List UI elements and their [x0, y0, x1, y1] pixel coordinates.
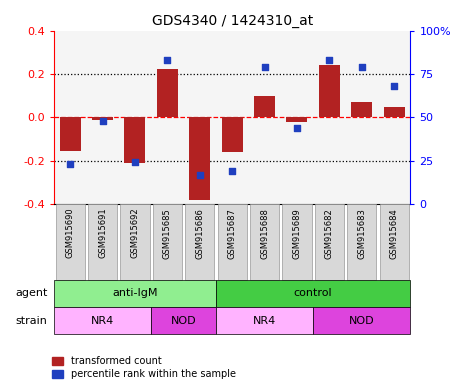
- Point: [325, 57, 333, 63]
- Bar: [157, 69, 178, 118]
- Bar: [151, 307, 216, 334]
- Bar: [54, 307, 151, 334]
- Text: GSM915683: GSM915683: [357, 208, 366, 259]
- Bar: [347, 204, 376, 280]
- Bar: [216, 307, 313, 334]
- Bar: [55, 204, 85, 280]
- Point: [390, 83, 398, 89]
- Bar: [88, 204, 117, 280]
- Bar: [315, 204, 344, 280]
- Text: NR4: NR4: [253, 316, 276, 326]
- Text: GSM915686: GSM915686: [195, 208, 204, 259]
- Bar: [254, 96, 275, 118]
- Text: GSM915688: GSM915688: [260, 208, 269, 259]
- Text: agent: agent: [15, 288, 47, 298]
- Text: strain: strain: [15, 316, 47, 326]
- Point: [164, 57, 171, 63]
- Text: NOD: NOD: [171, 316, 197, 326]
- Text: GSM915682: GSM915682: [325, 208, 334, 258]
- Text: GSM915692: GSM915692: [130, 208, 139, 258]
- Bar: [153, 204, 182, 280]
- Text: NOD: NOD: [349, 316, 375, 326]
- Bar: [313, 307, 410, 334]
- Text: GSM915685: GSM915685: [163, 208, 172, 258]
- Point: [358, 64, 365, 70]
- Bar: [222, 118, 242, 152]
- Bar: [250, 204, 279, 280]
- Point: [131, 159, 139, 166]
- Text: GSM915684: GSM915684: [390, 208, 399, 258]
- Bar: [216, 280, 410, 307]
- Point: [99, 118, 106, 124]
- Bar: [282, 204, 311, 280]
- Point: [293, 125, 301, 131]
- Bar: [121, 204, 150, 280]
- Bar: [185, 204, 214, 280]
- Text: GSM915689: GSM915689: [293, 208, 302, 258]
- Bar: [60, 118, 81, 151]
- Bar: [384, 107, 405, 118]
- Text: GSM915687: GSM915687: [227, 208, 237, 259]
- Bar: [189, 118, 210, 200]
- Bar: [218, 204, 247, 280]
- Text: anti-IgM: anti-IgM: [112, 288, 158, 298]
- Point: [261, 64, 268, 70]
- Text: NR4: NR4: [91, 316, 114, 326]
- Bar: [351, 102, 372, 118]
- Bar: [287, 118, 308, 122]
- Bar: [319, 65, 340, 118]
- Point: [67, 161, 74, 167]
- Legend: transformed count, percentile rank within the sample: transformed count, percentile rank withi…: [52, 356, 236, 379]
- Bar: [379, 204, 409, 280]
- Point: [228, 168, 236, 174]
- Text: control: control: [294, 288, 333, 298]
- Point: [196, 172, 204, 178]
- Title: GDS4340 / 1424310_at: GDS4340 / 1424310_at: [151, 14, 313, 28]
- Bar: [92, 118, 113, 119]
- Bar: [124, 118, 145, 163]
- Text: GSM915691: GSM915691: [98, 208, 107, 258]
- Text: GSM915690: GSM915690: [66, 208, 75, 258]
- Bar: [54, 280, 216, 307]
